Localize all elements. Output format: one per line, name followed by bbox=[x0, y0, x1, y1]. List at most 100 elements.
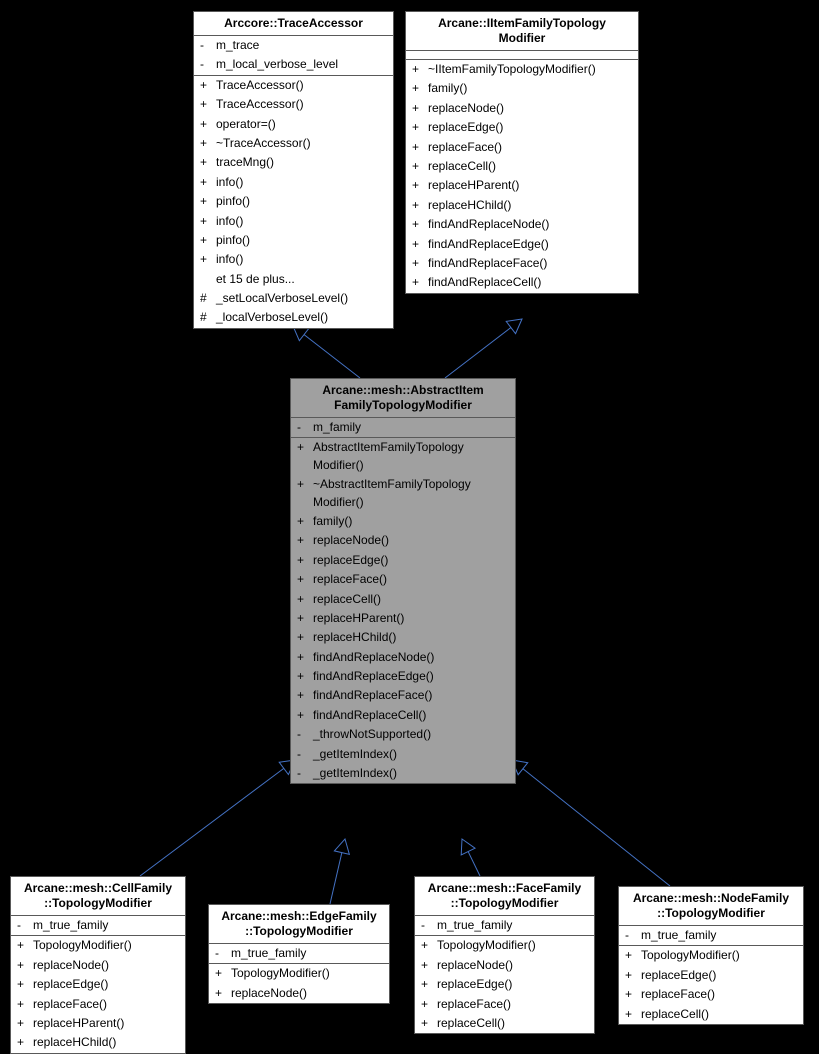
visibility-symbol: + bbox=[412, 274, 428, 291]
uml-member-row: +info() bbox=[194, 173, 393, 192]
member-name: findAndReplaceEdge() bbox=[428, 236, 632, 253]
member-name: replaceEdge() bbox=[641, 967, 797, 984]
member-name: findAndReplaceEdge() bbox=[313, 668, 509, 685]
uml-member-row: +replaceEdge() bbox=[291, 551, 515, 570]
uml-member-row: -m_local_verbose_level bbox=[194, 55, 393, 74]
class-box-face[interactable]: Arcane::mesh::FaceFamily ::TopologyModif… bbox=[414, 876, 595, 1034]
member-name: info() bbox=[216, 213, 387, 230]
member-name: TopologyModifier() bbox=[437, 937, 588, 954]
visibility-symbol: + bbox=[200, 213, 216, 230]
member-name: ~TraceAccessor() bbox=[216, 135, 387, 152]
uml-member-row: +findAndReplaceEdge() bbox=[406, 235, 638, 254]
visibility-symbol: + bbox=[421, 976, 437, 993]
member-name: _setLocalVerboseLevel() bbox=[216, 290, 387, 307]
visibility-symbol: + bbox=[297, 668, 313, 685]
uml-member-row: +replaceFace() bbox=[406, 138, 638, 157]
class-box-iitem[interactable]: Arcane::IItemFamilyTopology Modifier+~II… bbox=[405, 11, 639, 294]
visibility-symbol: - bbox=[421, 917, 437, 934]
inheritance-edge bbox=[445, 328, 511, 378]
visibility-symbol: - bbox=[297, 765, 313, 782]
fields-section: -m_true_family bbox=[209, 944, 389, 964]
class-box-node[interactable]: Arcane::mesh::NodeFamily ::TopologyModif… bbox=[618, 886, 804, 1025]
visibility-symbol: - bbox=[215, 945, 231, 962]
visibility-symbol: - bbox=[297, 726, 313, 743]
class-title: Arcane::mesh::CellFamily ::TopologyModif… bbox=[11, 877, 185, 916]
visibility-symbol: + bbox=[412, 80, 428, 97]
visibility-symbol: - bbox=[17, 917, 33, 934]
member-name: m_true_family bbox=[641, 927, 797, 944]
uml-member-row: +replaceFace() bbox=[291, 570, 515, 589]
visibility-symbol: + bbox=[412, 119, 428, 136]
visibility-symbol: + bbox=[215, 985, 231, 1002]
uml-member-row: +replaceCell() bbox=[291, 590, 515, 609]
visibility-symbol: + bbox=[297, 629, 313, 646]
methods-section: +TopologyModifier()+replaceNode()+replac… bbox=[11, 936, 185, 1052]
class-box-cell[interactable]: Arcane::mesh::CellFamily ::TopologyModif… bbox=[10, 876, 186, 1054]
visibility-symbol: + bbox=[421, 996, 437, 1013]
uml-member-row: +findAndReplaceFace() bbox=[291, 686, 515, 705]
member-name: operator=() bbox=[216, 116, 387, 133]
visibility-symbol: + bbox=[625, 986, 641, 1003]
visibility-symbol: + bbox=[412, 236, 428, 253]
class-box-edge[interactable]: Arcane::mesh::EdgeFamily ::TopologyModif… bbox=[208, 904, 390, 1004]
uml-member-row: +replaceEdge() bbox=[415, 975, 594, 994]
member-name: replaceFace() bbox=[428, 139, 632, 156]
uml-member-row: +findAndReplaceNode() bbox=[406, 215, 638, 234]
uml-member-row: +replaceNode() bbox=[11, 956, 185, 975]
visibility-symbol: + bbox=[297, 707, 313, 724]
uml-member-row: -m_trace bbox=[194, 36, 393, 55]
member-name: TopologyModifier() bbox=[231, 965, 383, 982]
inheritance-arrowhead-icon bbox=[334, 839, 349, 854]
fields-section bbox=[406, 51, 638, 60]
visibility-symbol: - bbox=[625, 927, 641, 944]
visibility-symbol: + bbox=[297, 610, 313, 627]
uml-member-row: +replaceCell() bbox=[406, 157, 638, 176]
member-name: m_true_family bbox=[231, 945, 383, 962]
methods-section: +AbstractItemFamilyTopology Modifier() + ~… bbox=[291, 438, 515, 783]
member-name: info() bbox=[216, 174, 387, 191]
uml-member-row: +replaceHChild() bbox=[406, 196, 638, 215]
visibility-symbol: + bbox=[297, 571, 313, 588]
uml-member-row: -m_true_family bbox=[415, 916, 594, 935]
member-name: replaceNode() bbox=[437, 957, 588, 974]
visibility-symbol: + bbox=[625, 1006, 641, 1023]
member-name: info() bbox=[216, 251, 387, 268]
visibility-symbol: + bbox=[625, 967, 641, 984]
uml-member-row: +replaceNode() bbox=[415, 956, 594, 975]
member-name: replaceEdge() bbox=[33, 976, 179, 993]
uml-member-row: +AbstractItemFamilyTopology Modifier() bbox=[291, 438, 515, 475]
member-name: replaceNode() bbox=[428, 100, 632, 117]
member-name: TopologyModifier() bbox=[641, 947, 797, 964]
uml-member-row: -m_true_family bbox=[11, 916, 185, 935]
visibility-symbol: + bbox=[297, 591, 313, 608]
class-title: Arcane::mesh::AbstractItem FamilyTopolog… bbox=[291, 379, 515, 418]
member-name: replaceHParent() bbox=[313, 610, 509, 627]
visibility-symbol: + bbox=[200, 116, 216, 133]
uml-member-row: +replaceHChild() bbox=[291, 628, 515, 647]
visibility-symbol: + bbox=[421, 937, 437, 954]
methods-section: +~IItemFamilyTopologyModifier()+family()… bbox=[406, 60, 638, 293]
class-title: Arcane::mesh::EdgeFamily ::TopologyModif… bbox=[209, 905, 389, 944]
member-name: traceMng() bbox=[216, 154, 387, 171]
member-name: ~AbstractItemFamilyTopology Modifier() bbox=[313, 476, 509, 511]
class-box-trace[interactable]: Arccore::TraceAccessor-m_trace-m_local_v… bbox=[193, 11, 394, 329]
visibility-symbol: + bbox=[412, 177, 428, 194]
member-name: replaceFace() bbox=[313, 571, 509, 588]
inheritance-edge bbox=[330, 853, 342, 904]
uml-member-row: +TopologyModifier() bbox=[619, 946, 803, 965]
class-box-abstract[interactable]: Arcane::mesh::AbstractItem FamilyTopolog… bbox=[290, 378, 516, 784]
member-name: _localVerboseLevel() bbox=[216, 309, 387, 326]
visibility-symbol: + bbox=[297, 687, 313, 704]
uml-member-row: +~TraceAccessor() bbox=[194, 134, 393, 153]
member-name: findAndReplaceFace() bbox=[313, 687, 509, 704]
uml-member-row: +info() bbox=[194, 212, 393, 231]
member-name: et 15 de plus... bbox=[216, 271, 387, 288]
uml-member-row: +findAndReplaceEdge() bbox=[291, 667, 515, 686]
visibility-symbol: + bbox=[17, 937, 33, 954]
member-name: replaceEdge() bbox=[428, 119, 632, 136]
uml-member-row: +findAndReplaceCell() bbox=[291, 706, 515, 725]
visibility-symbol: + bbox=[215, 965, 231, 982]
member-name: findAndReplaceCell() bbox=[428, 274, 632, 291]
uml-member-row: +replaceEdge() bbox=[619, 966, 803, 985]
uml-member-row: +TopologyModifier() bbox=[415, 936, 594, 955]
